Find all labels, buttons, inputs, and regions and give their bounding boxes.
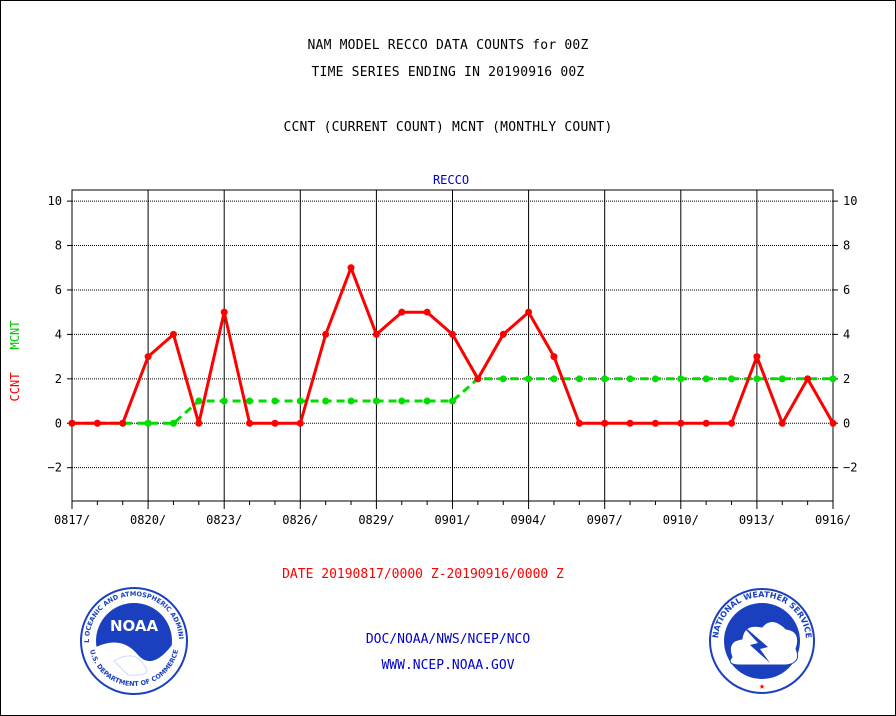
noaa-logo-text: NOAA <box>110 617 159 635</box>
y-tick-label-right: 10 <box>843 194 857 208</box>
data-point-ccnt <box>347 264 355 272</box>
data-point-mcnt <box>550 375 558 383</box>
grid-layer <box>67 189 838 509</box>
data-point-ccnt <box>677 419 685 427</box>
footer-web-link[interactable]: WWW.NCEP.NOAA.GOV <box>381 658 515 673</box>
data-point-ccnt <box>423 308 431 316</box>
data-point-mcnt <box>347 397 355 405</box>
data-point-ccnt <box>778 419 786 427</box>
data-point-mcnt <box>753 375 761 383</box>
data-point-mcnt <box>372 397 380 405</box>
y-axis-label-mcnt: MCNT <box>8 321 22 350</box>
data-point-ccnt <box>601 419 609 427</box>
x-tick-label: 0904/ <box>511 513 547 527</box>
y-tick-label-left: 4 <box>55 327 62 341</box>
data-point-ccnt <box>804 375 812 383</box>
data-point-ccnt <box>753 353 761 361</box>
noaa-logo: NOAA NATIONAL OCEANIC AND ATMOSPHERIC AD… <box>80 587 188 695</box>
nws-star-icon: ★ <box>759 681 765 692</box>
x-tick-label: 0820/ <box>130 513 166 527</box>
data-point-mcnt <box>702 375 710 383</box>
data-point-ccnt <box>296 419 304 427</box>
y-tick-label-right: 4 <box>843 327 850 341</box>
series-layer <box>68 263 837 427</box>
x-tick-label: 0916/ <box>815 513 851 527</box>
data-point-mcnt <box>398 397 406 405</box>
data-point-mcnt <box>195 397 203 405</box>
y-axis-label-ccnt: CCNT <box>8 373 22 402</box>
y-tick-label-left: 8 <box>55 239 62 253</box>
data-point-ccnt <box>499 330 507 338</box>
x-tick-label: 0826/ <box>282 513 318 527</box>
data-point-mcnt <box>271 397 279 405</box>
chart-title-line2: TIME SERIES ENDING IN 20190916 00Z <box>311 65 585 80</box>
data-point-ccnt <box>322 330 330 338</box>
data-point-mcnt <box>525 375 533 383</box>
data-point-ccnt <box>246 419 254 427</box>
data-point-ccnt <box>119 419 127 427</box>
data-point-mcnt <box>829 375 837 383</box>
x-tick-label: 0901/ <box>434 513 470 527</box>
data-point-mcnt <box>626 375 634 383</box>
x-axis-label: DATE 20190817/0000 Z-20190916/0000 Z <box>282 567 564 582</box>
data-point-mcnt <box>322 397 330 405</box>
data-point-ccnt <box>626 419 634 427</box>
x-tick-label: 0817/ <box>54 513 90 527</box>
data-point-mcnt <box>296 397 304 405</box>
chart-subtitle: RECCO <box>433 173 469 187</box>
data-point-ccnt <box>474 375 482 383</box>
data-point-mcnt <box>651 375 659 383</box>
data-point-ccnt <box>449 330 456 338</box>
data-point-ccnt <box>398 308 406 316</box>
y-tick-label-left: 0 <box>55 416 62 430</box>
data-point-mcnt <box>728 375 736 383</box>
data-point-ccnt <box>68 419 76 427</box>
data-point-mcnt <box>499 375 507 383</box>
data-point-mcnt <box>423 397 431 405</box>
data-point-mcnt <box>575 375 583 383</box>
tick-labels-layer: 10 10 8 8 6 6 4 4 2 2 0 0 −2 −2 0817/0820/0823/0826/08… <box>48 194 858 527</box>
x-tick-label: 0910/ <box>663 513 699 527</box>
data-point-ccnt <box>372 330 380 338</box>
y-tick-label-left: 10 <box>48 194 62 208</box>
data-point-mcnt <box>449 397 456 405</box>
data-point-ccnt <box>169 330 177 338</box>
y-tick-label-right: 0 <box>843 416 850 430</box>
data-point-ccnt <box>220 308 228 316</box>
data-point-mcnt <box>778 375 786 383</box>
y-tick-label-left: −2 <box>48 461 62 475</box>
y-tick-label-right: 8 <box>843 239 850 253</box>
y-tick-label-right: −2 <box>843 461 857 475</box>
data-point-ccnt <box>525 308 533 316</box>
data-point-ccnt <box>550 353 558 361</box>
data-point-mcnt <box>220 397 228 405</box>
data-point-mcnt <box>677 375 685 383</box>
data-point-ccnt <box>651 419 659 427</box>
y-axis-label: CCNT MCNT <box>8 321 22 402</box>
y-tick-label-left: 6 <box>55 283 62 297</box>
data-point-ccnt <box>93 419 101 427</box>
data-point-ccnt <box>829 419 837 427</box>
data-point-ccnt <box>195 419 203 427</box>
x-tick-label: 0907/ <box>587 513 623 527</box>
data-point-ccnt <box>575 419 583 427</box>
chart-title-line1: NAM MODEL RECCO DATA COUNTS for 00Z <box>307 38 589 53</box>
x-tick-label: 0823/ <box>206 513 242 527</box>
data-point-ccnt <box>144 353 152 361</box>
data-point-ccnt <box>728 419 736 427</box>
chart-title-line3: CCNT (CURRENT COUNT) MCNT (MONTHLY COUNT… <box>283 120 613 135</box>
y-tick-label-left: 2 <box>55 372 62 386</box>
footer-org-line: DOC/NOAA/NWS/NCEP/NCO <box>365 632 531 647</box>
data-point-mcnt <box>601 375 609 383</box>
x-tick-label: 0913/ <box>739 513 775 527</box>
data-point-mcnt <box>144 419 152 427</box>
data-point-mcnt <box>246 397 254 405</box>
y-tick-label-right: 6 <box>843 283 850 297</box>
data-point-mcnt <box>169 419 177 427</box>
y-tick-label-right: 2 <box>843 372 850 386</box>
x-tick-label: 0829/ <box>358 513 394 527</box>
data-point-ccnt <box>271 419 279 427</box>
data-point-ccnt <box>702 419 710 427</box>
